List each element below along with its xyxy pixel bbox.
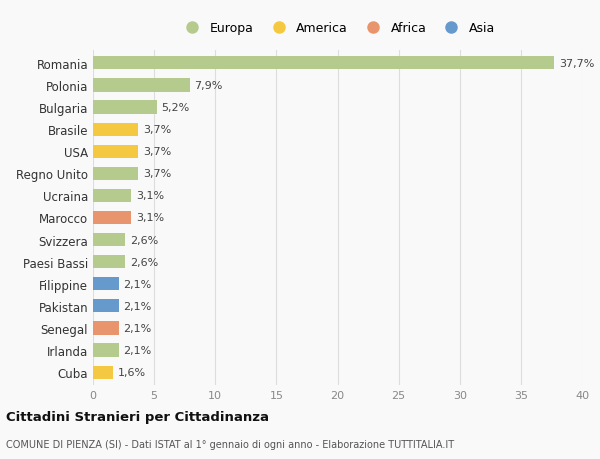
Text: 7,9%: 7,9% — [194, 81, 223, 91]
Text: 2,6%: 2,6% — [130, 235, 158, 245]
Bar — [93, 344, 119, 357]
Text: 2,1%: 2,1% — [124, 323, 152, 333]
Text: 3,7%: 3,7% — [143, 147, 172, 157]
Bar — [93, 256, 125, 269]
Text: 3,1%: 3,1% — [136, 213, 164, 223]
Text: 3,7%: 3,7% — [143, 125, 172, 135]
Text: 2,1%: 2,1% — [124, 279, 152, 289]
Bar — [93, 123, 138, 136]
Bar — [93, 101, 157, 114]
Text: 37,7%: 37,7% — [559, 59, 594, 69]
Text: COMUNE DI PIENZA (SI) - Dati ISTAT al 1° gennaio di ogni anno - Elaborazione TUT: COMUNE DI PIENZA (SI) - Dati ISTAT al 1°… — [6, 440, 454, 449]
Text: 5,2%: 5,2% — [161, 103, 190, 113]
Bar — [93, 212, 131, 224]
Text: 2,6%: 2,6% — [130, 257, 158, 267]
Text: 1,6%: 1,6% — [118, 367, 146, 377]
Bar — [93, 190, 131, 202]
Text: Cittadini Stranieri per Cittadinanza: Cittadini Stranieri per Cittadinanza — [6, 410, 269, 423]
Bar — [93, 234, 125, 246]
Bar — [93, 300, 119, 313]
Bar — [93, 79, 190, 92]
Bar — [93, 168, 138, 180]
Text: 2,1%: 2,1% — [124, 301, 152, 311]
Bar — [93, 278, 119, 291]
Bar — [93, 57, 554, 70]
Bar — [93, 366, 113, 379]
Legend: Europa, America, Africa, Asia: Europa, America, Africa, Asia — [178, 20, 497, 38]
Text: 2,1%: 2,1% — [124, 345, 152, 355]
Bar — [93, 146, 138, 158]
Bar — [93, 322, 119, 335]
Text: 3,1%: 3,1% — [136, 191, 164, 201]
Text: 3,7%: 3,7% — [143, 169, 172, 179]
